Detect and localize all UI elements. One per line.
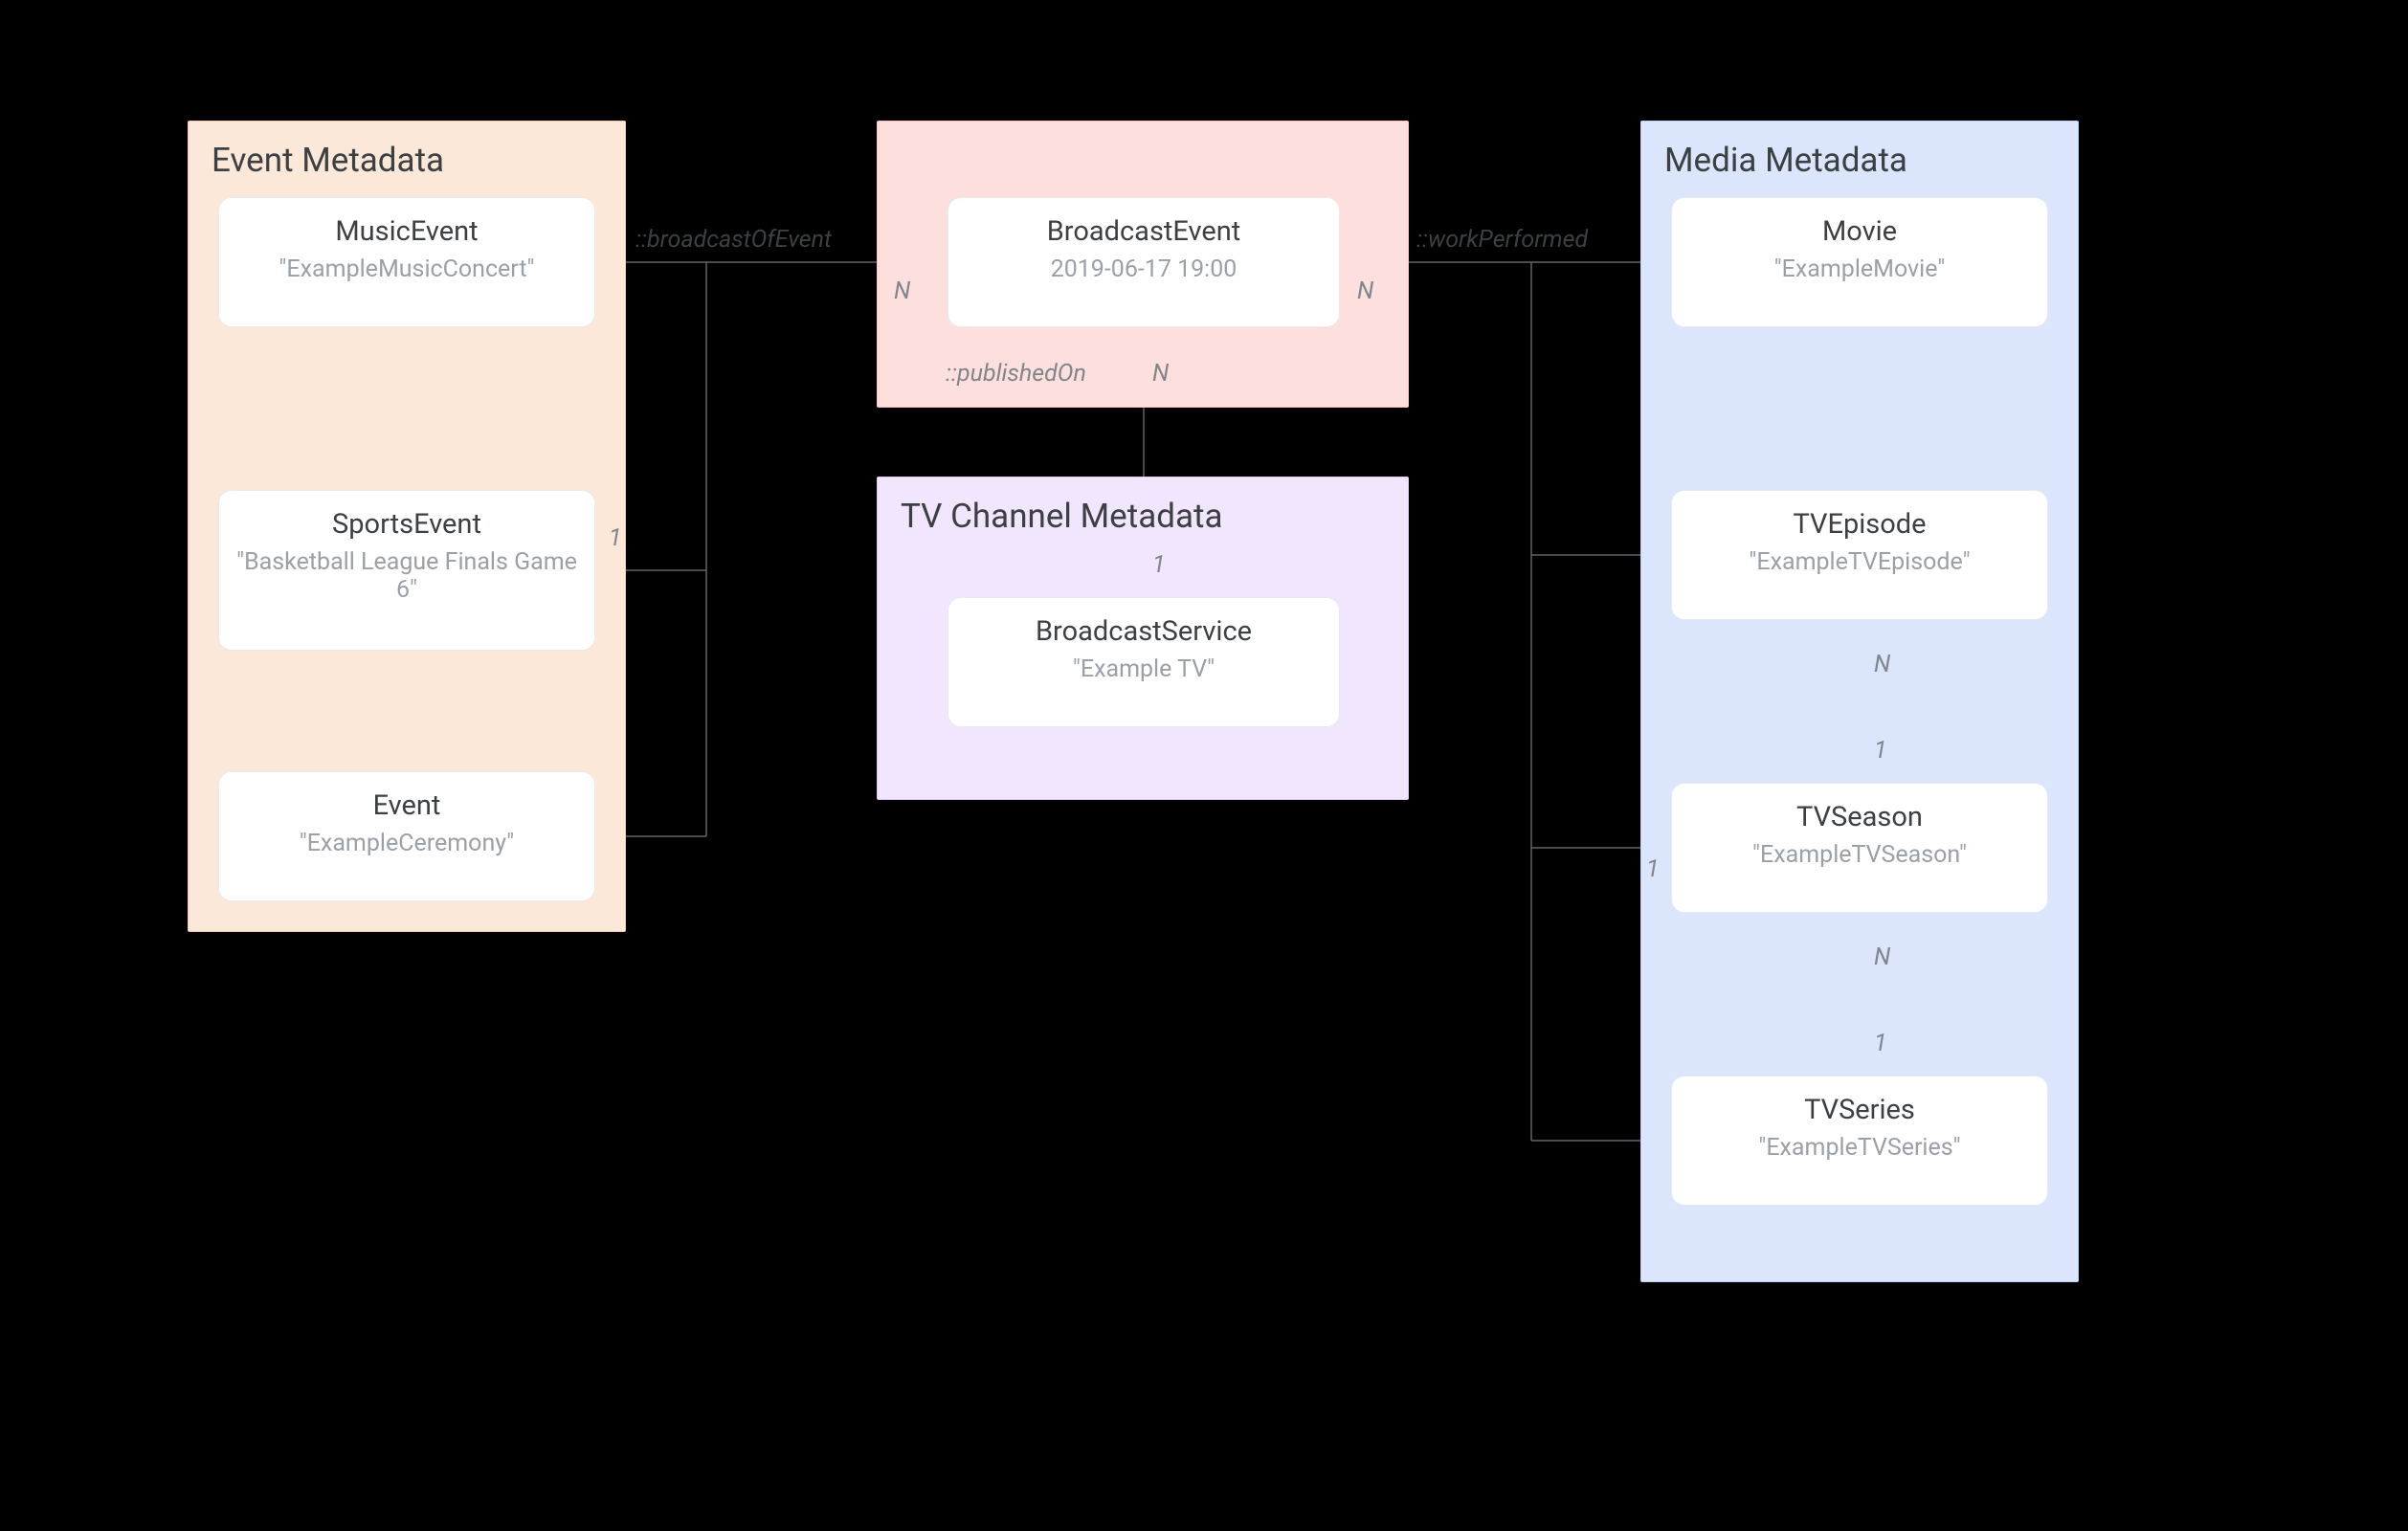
node-title: TVEpisode: [1687, 508, 2032, 541]
node-subtitle: "ExampleTVEpisode": [1687, 548, 2032, 576]
node-subtitle: "Basketball League Finals Game 6": [234, 548, 579, 604]
node-subtitle: "ExampleMovie": [1687, 255, 2032, 283]
cardinality-label: 1: [1874, 1030, 1887, 1057]
node-title: BroadcastService: [964, 615, 1324, 648]
diagram-canvas: Event Metadata TV Channel Metadata Media…: [0, 0, 2408, 1531]
node-title: TVSeries: [1687, 1094, 2032, 1126]
node-title: Event: [234, 789, 579, 822]
node-tv-episode: TVEpisode "ExampleTVEpisode": [1671, 490, 2048, 620]
node-tv-season: TVSeason "ExampleTVSeason": [1671, 783, 2048, 913]
panel-title: TV Channel Metadata: [901, 497, 1385, 536]
cardinality-label: 1: [1874, 737, 1887, 765]
panel-title: Event Metadata: [212, 141, 602, 180]
edge-label-published-on: ::publishedOn: [946, 360, 1086, 388]
node-subtitle: 2019-06-17 19:00: [964, 255, 1324, 283]
cardinality-label: 1: [609, 524, 622, 552]
panel-title: Media Metadata: [1664, 141, 2055, 180]
node-broadcast-service: BroadcastService "Example TV": [948, 597, 1340, 727]
edge-label-broadcast-of-event: ::broadcastOfEvent: [635, 226, 832, 254]
node-title: SportsEvent: [234, 508, 579, 541]
node-subtitle: "ExampleTVSeason": [1687, 841, 2032, 869]
node-movie: Movie "ExampleMovie": [1671, 197, 2048, 327]
node-title: TVSeason: [1687, 801, 2032, 833]
node-event: Event "ExampleCeremony": [218, 771, 595, 901]
node-title: Movie: [1687, 215, 2032, 248]
cardinality-label: N: [1874, 651, 1890, 678]
edge-label-work-performed: ::workPerformed: [1416, 226, 1588, 254]
node-sports-event: SportsEvent "Basketball League Finals Ga…: [218, 490, 595, 651]
cardinality-label: 1: [1152, 551, 1166, 579]
cardinality-label: N: [894, 277, 910, 305]
node-subtitle: "ExampleMusicConcert": [234, 255, 579, 283]
node-tv-series: TVSeries "ExampleTVSeries": [1671, 1076, 2048, 1206]
cardinality-label: N: [1874, 943, 1890, 971]
node-subtitle: "ExampleCeremony": [234, 830, 579, 857]
cardinality-label: 1: [1646, 855, 1660, 883]
node-subtitle: "ExampleTVSeries": [1687, 1134, 2032, 1162]
node-broadcast-event: BroadcastEvent 2019-06-17 19:00: [948, 197, 1340, 327]
node-title: MusicEvent: [234, 215, 579, 248]
node-music-event: MusicEvent "ExampleMusicConcert": [218, 197, 595, 327]
cardinality-label: N: [1357, 277, 1373, 305]
cardinality-label: N: [1152, 360, 1169, 388]
node-title: BroadcastEvent: [964, 215, 1324, 248]
node-subtitle: "Example TV": [964, 655, 1324, 683]
